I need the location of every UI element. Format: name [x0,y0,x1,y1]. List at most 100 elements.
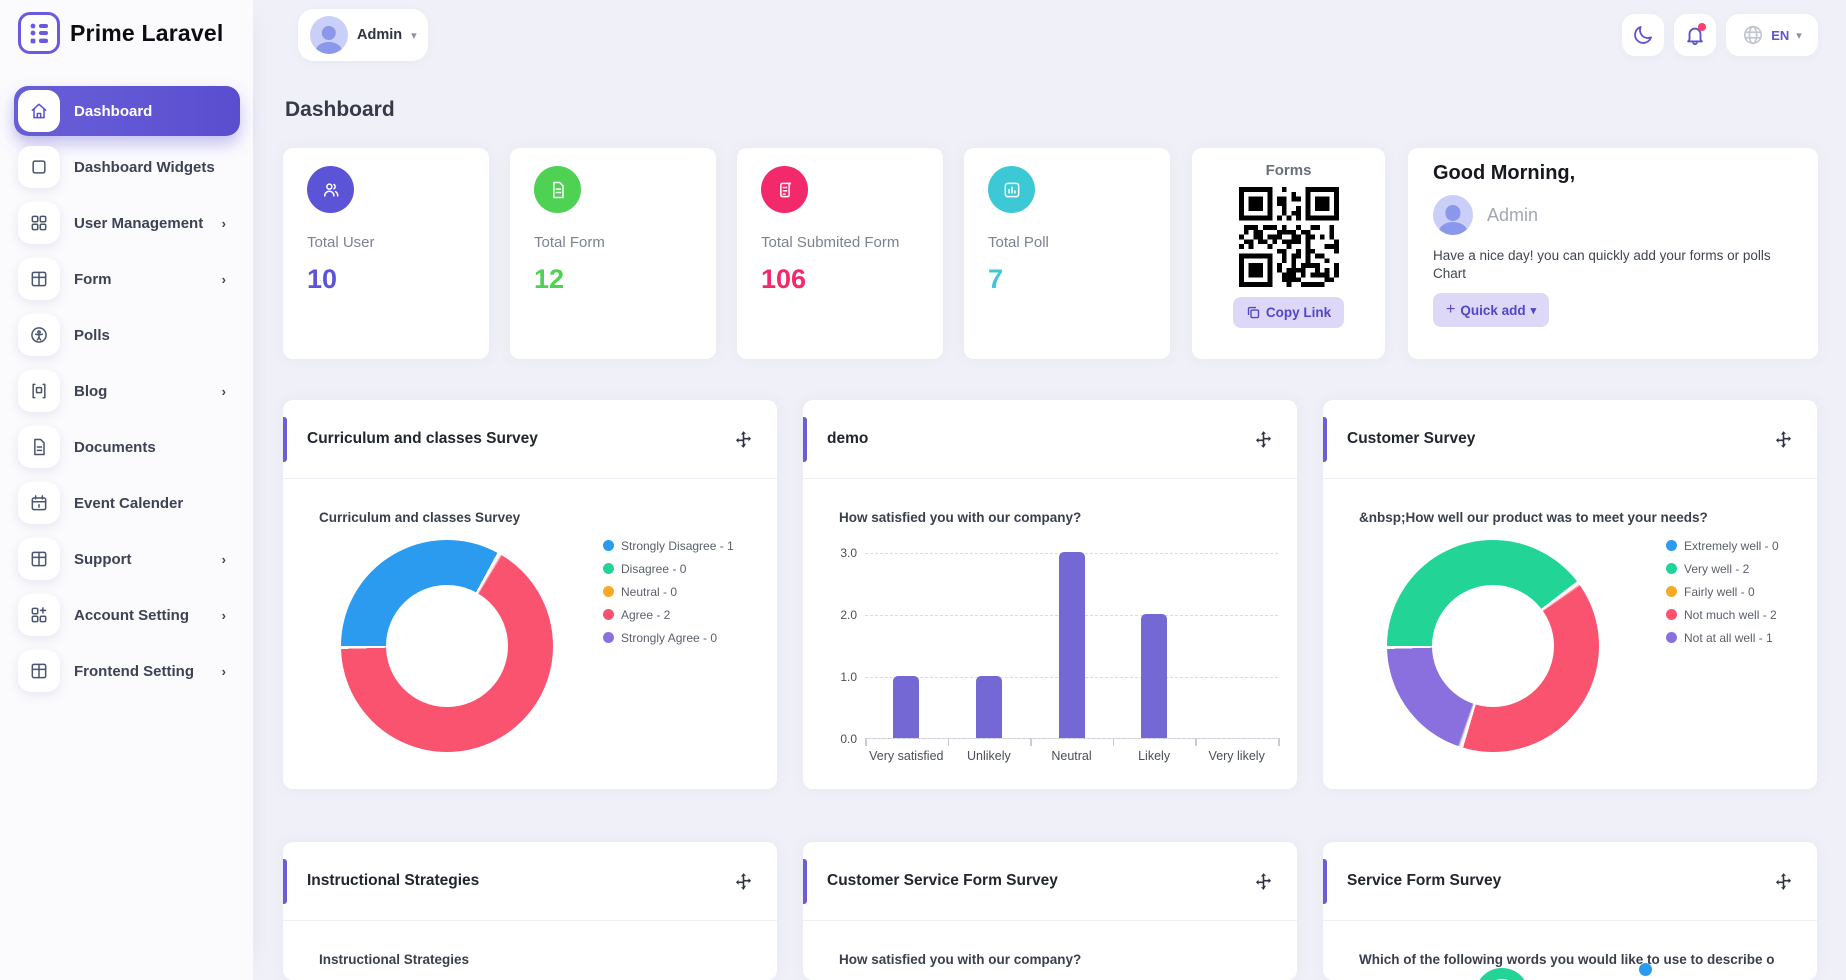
stat-value: 7 [988,264,1004,294]
accent-bar [283,859,287,904]
dark-mode-button[interactable] [1622,14,1664,56]
drag-handle[interactable] [734,872,753,891]
sidebar-item-dashboard-widgets[interactable]: Dashboard Widgets [14,142,240,192]
sidebar-item-label: Form [74,270,112,288]
legend-label: Disagree - 0 [621,561,687,576]
chart-title: Curriculum and classes Survey [319,510,521,525]
drag-handle[interactable] [734,430,753,449]
sidebar-item-form[interactable]: Form › [14,254,240,304]
legend-dot [603,540,614,551]
chevron-down-icon: ▾ [1530,304,1537,317]
sidebar-item-frontend-setting[interactable]: Frontend Setting › [14,646,240,696]
sidebar-item-user-management[interactable]: User Management › [14,198,240,248]
brand-logo[interactable]: Prime Laravel [18,12,223,54]
legend-dot [603,632,614,643]
globe-icon [1744,25,1763,45]
chart-title: How satisfied you with our company? [839,952,1082,967]
widget-header: Curriculum and classes Survey [283,400,777,479]
sidebar-icon-chip [18,202,60,244]
bar [893,676,920,738]
legend-dot [603,609,614,620]
widget-title: Customer Survey [1347,430,1476,447]
widget-header: demo [803,400,1297,479]
legend-label: Neutral - 0 [621,584,678,599]
chart-legend: Extremely well - 0 Very well - 2 Fairly … [1666,534,1779,649]
drag-handle[interactable] [1774,872,1793,891]
sidebar-item-polls[interactable]: Polls [14,310,240,360]
bar-chart: 3.0 2.0 1.0 0.0 Very satisfied Unlikely Neutra… [840,546,1280,763]
qr-code [1238,187,1339,287]
greeting-card: Good Morning, Admin Have a nice day! you… [1408,148,1818,359]
sidebar-item-account-setting[interactable]: Account Setting › [14,590,240,640]
copy-icon [1247,306,1260,319]
x-axis-tick [947,738,950,746]
quick-add-button[interactable]: + Quick add ▾ [1433,293,1550,328]
legend-dot [1666,632,1677,643]
legend-label: Not at all well - 1 [1684,630,1773,645]
sidebar-item-label: Dashboard [74,102,153,120]
sidebar-item-label: Frontend Setting [74,662,194,680]
bar [1058,552,1085,738]
chart-title: Instructional Strategies [319,952,470,967]
drag-handle[interactable] [1254,872,1273,891]
chart-legend: Strongly Disagree - 1 Disagree - 0 Neutr… [603,534,734,649]
bar [975,676,1002,738]
accent-bar [803,417,807,462]
sidebar-item-label: Blog [74,382,108,400]
notification-badge [1698,23,1706,31]
x-axis-tick [865,738,867,746]
sidebar-item-label: Support [74,550,132,568]
widget-title: demo [827,430,869,447]
stat-card-total-form: Total Form 12 [510,148,716,359]
user-name: Admin [357,27,403,43]
form-icon [552,181,564,198]
bar [1141,614,1168,738]
legend-dot [1666,609,1677,620]
chevron-right-icon: › [221,663,226,679]
notifications-button[interactable] [1674,14,1716,56]
chevron-right-icon: › [221,551,226,567]
home-icon [31,103,47,119]
form-glyph-icon [30,23,48,44]
language-selector[interactable]: EN ▾ [1726,14,1818,56]
move-icon [735,872,752,890]
legend-item: Not much well - 2 [1666,603,1779,626]
sidebar-icon-chip [18,426,60,468]
accent-bar [1323,859,1327,904]
form-icon [534,166,581,213]
stat-label: Total Poll [988,234,1049,251]
page-title: Dashboard [285,98,395,121]
stat-value: 10 [307,264,338,294]
sidebar-item-blog[interactable]: Blog › [14,366,240,416]
polls-icon [31,327,47,343]
x-axis-label: Unlikely [967,749,1011,763]
greeting-message: Have a nice day! you can quickly add you… [1433,248,1771,282]
legend-dot [1639,963,1652,976]
x-axis-label: Very likely [1208,749,1265,763]
moon-icon [1634,26,1652,44]
submitted-form-icon [779,181,791,197]
y-axis-tick: 0.0 [840,732,857,746]
chevron-right-icon: › [221,271,226,287]
move-icon [1775,430,1792,448]
sidebar-icon-chip [18,482,60,524]
legend-label: Fairly well - 0 [1684,584,1755,599]
sidebar-item-support[interactable]: Support › [14,534,240,584]
drag-handle[interactable] [1774,430,1793,449]
sidebar-item-documents[interactable]: Documents [14,422,240,472]
sidebar-item-event-calender[interactable]: Event Calender [14,478,240,528]
drag-handle[interactable] [1254,430,1273,449]
legend-item: Strongly Disagree - 1 [603,534,734,557]
x-axis-label: Likely [1138,749,1171,763]
widget-instructional-strategies: Instructional Strategies Instructional S… [283,842,777,980]
legend-label: Very well - 2 [1684,561,1750,576]
user-menu-button[interactable]: Admin ▾ [298,9,428,61]
stat-label: Total User [307,234,375,251]
legend-item: Agree - 2 [603,603,734,626]
sidebar-item-dashboard[interactable]: Dashboard [14,86,240,136]
legend-dot [1666,540,1677,551]
x-axis-tick [1195,738,1197,746]
y-axis-tick: 3.0 [840,546,857,560]
copy-link-button[interactable]: Copy Link [1232,297,1345,328]
chart-title: Which of the following words you would l… [1359,952,1775,967]
